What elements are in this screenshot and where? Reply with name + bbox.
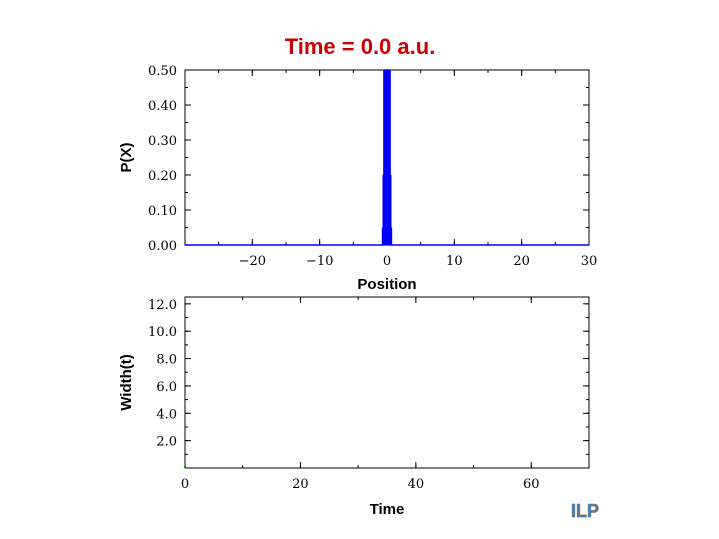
x-axis-label: Time	[370, 501, 405, 518]
x-tick-label: 0	[181, 477, 189, 492]
series-point	[183, 465, 187, 469]
y-tick-label: 6.0	[156, 380, 177, 395]
y-tick-label: 0.40	[148, 99, 177, 114]
width-vs-time-plot: 0 20 40 60 2.0 4.0 6.0 8.0 10.0 12.0 Time Width(t)	[118, 296, 590, 518]
y-tick-label: 0.50	[148, 64, 177, 79]
ilp-logo: ILP	[571, 501, 599, 521]
y-tick-label: 10.0	[148, 325, 177, 340]
x-tick-label: 40	[408, 477, 425, 492]
y-axis-label: P(X)	[118, 142, 135, 172]
x-tick-label: 20	[513, 254, 530, 269]
x-tick-label: 60	[523, 477, 540, 492]
position-distribution-plot: −20 −10 0 10 20 30 0.00 0.10 0.20 0.30 0.40 0.50 Pos…	[118, 64, 597, 293]
x-tick-label: 30	[581, 254, 598, 269]
x-tick-label: −10	[306, 254, 333, 269]
x-tick-label: 0	[383, 254, 391, 269]
y-tick-label: 0.20	[148, 169, 177, 184]
y-tick-label: 2.0	[156, 435, 177, 450]
y-tick-label: 8.0	[156, 353, 177, 368]
y-axis-label: Width(t)	[118, 354, 135, 411]
y-tick-label: 12.0	[148, 298, 177, 313]
x-axis-label: Position	[357, 276, 416, 293]
chart-title: Time = 0.0 a.u.	[285, 34, 436, 59]
plot-frame	[184, 296, 590, 469]
x-tick-label: 20	[292, 477, 309, 492]
y-tick-label: 0.10	[148, 204, 177, 219]
y-tick-label: 4.0	[156, 407, 177, 422]
y-tick-label: 0.00	[148, 239, 177, 254]
y-tick-label: 0.30	[148, 134, 177, 149]
x-tick-label: 10	[446, 254, 463, 269]
x-tick-label: −20	[239, 254, 266, 269]
